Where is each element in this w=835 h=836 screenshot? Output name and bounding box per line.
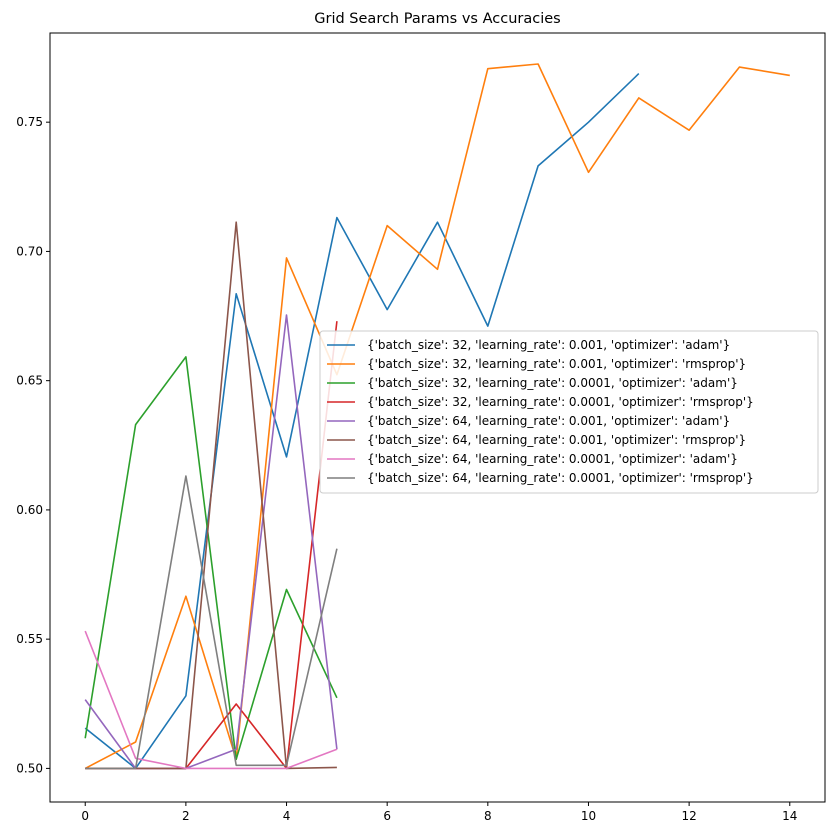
- y-tick-label: 0.50: [16, 761, 43, 775]
- legend-label: {'batch_size': 64, 'learning_rate': 0.00…: [367, 452, 738, 466]
- series-line-7: [84, 630, 338, 770]
- series-line-6: [85, 221, 337, 770]
- y-tick-label: 0.70: [16, 244, 43, 258]
- series-line-3: [84, 356, 338, 761]
- x-tick-label: 0: [81, 809, 89, 823]
- x-tick-label: 14: [782, 809, 797, 823]
- y-tick-label: 0.65: [16, 374, 43, 388]
- legend-label: {'batch_size': 32, 'learning_rate': 0.00…: [367, 395, 754, 409]
- series-line-8: [85, 475, 338, 770]
- y-tick-label: 0.55: [16, 632, 43, 646]
- y-tick-label: 0.75: [16, 115, 43, 129]
- chart-title: Grid Search Params vs Accuracies: [314, 11, 560, 27]
- legend-label: {'batch_size': 64, 'learning_rate': 0.00…: [367, 433, 746, 447]
- x-tick-label: 10: [581, 809, 596, 823]
- x-tick-label: 6: [383, 809, 391, 823]
- x-tick-label: 2: [182, 809, 190, 823]
- series-line-1: [84, 73, 640, 770]
- x-tick-label: 12: [681, 809, 696, 823]
- series-lines: [84, 63, 790, 770]
- legend: {'batch_size': 32, 'learning_rate': 0.00…: [319, 330, 819, 494]
- legend-label: {'batch_size': 64, 'learning_rate': 0.00…: [367, 471, 754, 485]
- series-line-2: [84, 63, 790, 770]
- x-tick-label: 8: [484, 809, 492, 823]
- legend-box: [319, 330, 819, 494]
- legend-label: {'batch_size': 32, 'learning_rate': 0.00…: [367, 338, 730, 352]
- plot-frame: [49, 32, 826, 803]
- series-line-4: [85, 321, 338, 770]
- y-tick-label: 0.60: [16, 503, 43, 517]
- x-axis: 0 2 4 6 8 10 12 14: [81, 802, 797, 823]
- x-tick-label: 4: [283, 809, 291, 823]
- series-line-5: [84, 314, 338, 770]
- legend-label: {'batch_size': 32, 'learning_rate': 0.00…: [367, 357, 746, 371]
- legend-label: {'batch_size': 64, 'learning_rate': 0.00…: [367, 414, 730, 428]
- y-axis: 0.50 0.55 0.60 0.65 0.70 0.75: [16, 115, 50, 775]
- legend-label: {'batch_size': 32, 'learning_rate': 0.00…: [367, 376, 738, 390]
